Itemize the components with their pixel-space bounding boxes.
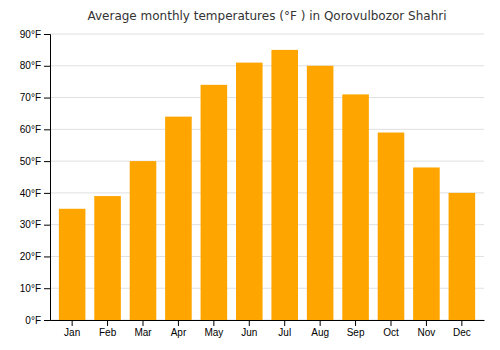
tick-mark bbox=[44, 129, 50, 130]
grid bbox=[50, 34, 484, 320]
bar bbox=[378, 133, 405, 320]
tick: Sep bbox=[347, 320, 365, 338]
grid-line bbox=[50, 161, 484, 162]
tick: 70°F bbox=[20, 92, 50, 103]
tick-label: 90°F bbox=[20, 29, 41, 40]
tick-mark bbox=[249, 320, 250, 326]
tick-label: Oct bbox=[383, 327, 399, 338]
tick: Oct bbox=[383, 320, 399, 338]
bar bbox=[165, 117, 192, 320]
tick: May bbox=[204, 320, 223, 338]
tick: Apr bbox=[171, 320, 187, 338]
bar bbox=[271, 50, 298, 320]
bars bbox=[59, 50, 475, 320]
tick: Jun bbox=[241, 320, 257, 338]
tick: 50°F bbox=[20, 156, 50, 167]
grid-line bbox=[50, 34, 484, 35]
tick-label: Jun bbox=[241, 327, 257, 338]
tick-mark bbox=[44, 161, 50, 162]
tick: Feb bbox=[99, 320, 117, 338]
tick-mark bbox=[107, 320, 108, 326]
tick: 90°F bbox=[20, 29, 50, 40]
tick-mark bbox=[44, 288, 50, 289]
tick-label: 30°F bbox=[20, 219, 41, 230]
grid-line bbox=[50, 129, 484, 130]
axis-line bbox=[51, 320, 485, 321]
tick: Aug bbox=[311, 320, 329, 338]
tick-label: 0°F bbox=[25, 315, 41, 326]
tick: 20°F bbox=[20, 251, 50, 262]
bar bbox=[342, 94, 369, 320]
tick: 30°F bbox=[20, 219, 50, 230]
bar bbox=[94, 196, 121, 320]
tick-mark bbox=[44, 66, 50, 67]
tick-label: Dec bbox=[453, 327, 471, 338]
tick: 10°F bbox=[20, 283, 50, 294]
tick: Mar bbox=[134, 320, 152, 338]
tick-label: Apr bbox=[171, 327, 187, 338]
tick-label: May bbox=[204, 327, 223, 338]
tick-label: 50°F bbox=[20, 156, 41, 167]
tick-mark bbox=[320, 320, 321, 326]
tick-label: 60°F bbox=[20, 124, 41, 135]
tick-label: Aug bbox=[311, 327, 329, 338]
grid-line bbox=[50, 97, 484, 98]
tick: Jan bbox=[64, 320, 80, 338]
axis-line bbox=[44, 35, 51, 321]
tick: Jul bbox=[278, 320, 291, 338]
tick-label: Mar bbox=[134, 327, 152, 338]
tick: 80°F bbox=[20, 60, 50, 71]
tick-label: 40°F bbox=[20, 188, 41, 199]
y-axis: 0°F 10°F 20°F 30°F 40°F 50°F 60°F 70°F 80°F 90°F bbox=[20, 29, 51, 326]
chart: Average monthly temperatures (°F ) in Qo… bbox=[0, 0, 500, 350]
tick-mark bbox=[284, 320, 285, 326]
tick-label: Sep bbox=[347, 327, 365, 338]
tick: Dec bbox=[453, 320, 471, 338]
tick: 0°F bbox=[25, 315, 50, 326]
tick: Nov bbox=[418, 320, 436, 338]
title: Average monthly temperatures (°F ) in Qo… bbox=[87, 9, 446, 23]
bar bbox=[449, 193, 476, 320]
tick-mark bbox=[461, 320, 462, 326]
tick-label: 10°F bbox=[20, 283, 41, 294]
tick-label: Jan bbox=[64, 327, 80, 338]
bar bbox=[307, 66, 334, 320]
tick-mark bbox=[44, 225, 50, 226]
tick-label: 80°F bbox=[20, 60, 41, 71]
tick-label: Jul bbox=[278, 327, 291, 338]
tick-mark bbox=[72, 320, 73, 326]
tick-mark bbox=[426, 320, 427, 326]
tick: 60°F bbox=[20, 124, 50, 135]
tick-mark bbox=[143, 320, 144, 326]
tick-mark bbox=[44, 98, 50, 99]
bar bbox=[413, 167, 440, 320]
tick-mark bbox=[44, 193, 50, 194]
bar bbox=[201, 85, 228, 320]
tick-mark bbox=[44, 320, 50, 321]
tick-mark bbox=[391, 320, 392, 326]
bar bbox=[59, 209, 86, 320]
grid-line bbox=[50, 65, 484, 66]
tick-mark bbox=[44, 256, 50, 257]
x-axis: Jan Feb Mar Apr May Jun Jul Aug Sep Oct Nov Dec bbox=[51, 320, 485, 338]
bar bbox=[130, 161, 157, 320]
tick-label: 70°F bbox=[20, 92, 41, 103]
tick-label: Nov bbox=[418, 327, 436, 338]
tick-mark bbox=[178, 320, 179, 326]
bar bbox=[236, 63, 263, 320]
tick-mark bbox=[213, 320, 214, 326]
tick-mark bbox=[44, 34, 50, 35]
tick-mark bbox=[355, 320, 356, 326]
tick: 40°F bbox=[20, 188, 50, 199]
tick-label: 20°F bbox=[20, 251, 41, 262]
tick-label: Feb bbox=[99, 327, 117, 338]
